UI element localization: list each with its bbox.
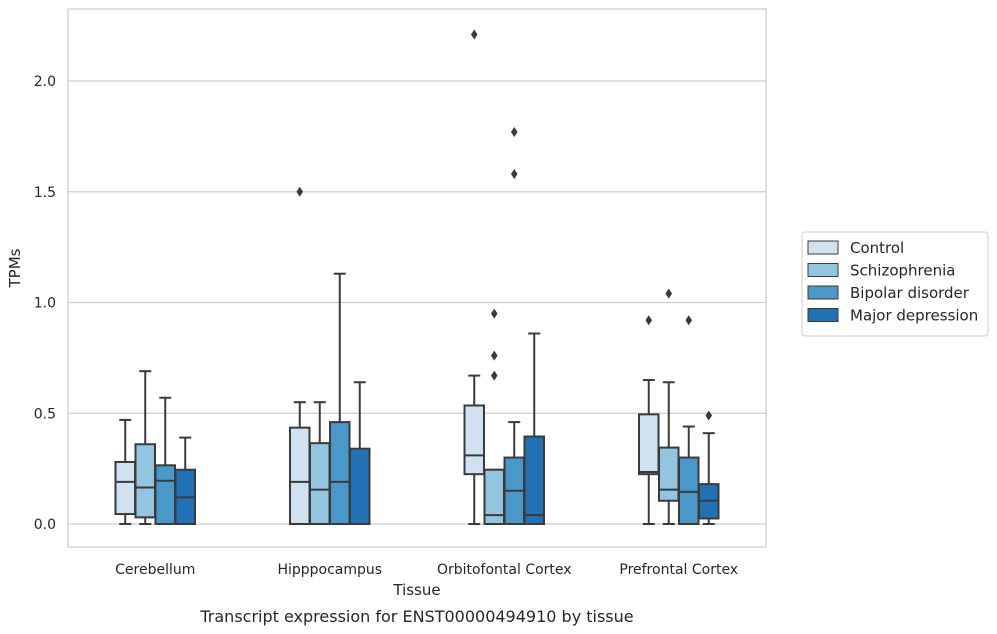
y-tick-label: 0.5 <box>34 406 56 422</box>
legend-label: Schizophrenia <box>850 262 955 280</box>
box-groups <box>114 29 720 526</box>
box <box>289 426 311 525</box>
box <box>523 435 545 526</box>
x-tick-label: Prefrontal Cortex <box>619 562 738 578</box>
outlier-point <box>470 29 478 40</box>
outlier-point <box>685 315 693 326</box>
x-tick-label: Orbitofontal Cortex <box>437 562 572 578</box>
legend-label: Major depression <box>850 307 978 325</box>
box-group <box>289 186 371 525</box>
box <box>114 460 136 516</box>
outlier-point <box>510 169 518 180</box>
box <box>658 446 680 502</box>
legend-swatch <box>807 240 839 255</box>
legend-label: Bipolar disorder <box>850 284 970 302</box>
y-tick-label: 1.5 <box>34 185 56 201</box>
legend: Control Schizophrenia Bipolar disorder Majo… <box>801 231 989 337</box>
box <box>134 443 156 519</box>
box <box>349 447 371 525</box>
outlier-point <box>665 288 673 299</box>
outlier-point <box>490 370 498 381</box>
box <box>329 421 351 525</box>
x-tick-label: Hipppocampus <box>277 562 382 578</box>
legend-item: Schizophrenia <box>807 262 955 280</box>
plot-frame <box>67 8 767 548</box>
legend-label: Control <box>850 239 904 257</box>
chart-caption: Transcript expression for ENST0000049491… <box>199 607 633 626</box>
legend-swatch <box>807 308 839 322</box>
y-tick-label: 0.0 <box>34 517 56 533</box>
legend-item: Major depression <box>807 307 978 325</box>
x-axis-label: Tissue <box>392 581 440 599</box>
outlier-point <box>296 186 304 197</box>
legend-swatch <box>807 285 839 300</box>
box-group <box>463 29 545 526</box>
box <box>463 404 485 476</box>
box-group <box>114 370 196 526</box>
outlier-point <box>510 126 518 137</box>
box <box>678 456 700 525</box>
x-tick-label: Cerebellum <box>115 562 195 578</box>
box-group <box>638 288 720 525</box>
outlier-point <box>490 350 498 361</box>
x-tick-labels: Cerebellum Hipppocampus Orbitofontal Corte… <box>115 562 738 578</box>
y-axis-label: TPMs <box>6 248 24 288</box>
y-tick-label: 1.0 <box>34 296 56 312</box>
y-tick-label: 2.0 <box>34 74 56 90</box>
legend-frame <box>801 231 989 337</box>
box <box>638 413 660 476</box>
legend-swatch <box>807 263 839 277</box>
y-tick-labels: 0.0 0.5 1.0 1.5 2.0 <box>34 74 56 533</box>
legend-items: Control Schizophrenia Bipolar disorder Majo… <box>807 239 978 325</box>
legend-item: Control <box>807 239 904 257</box>
outlier-point <box>490 308 498 319</box>
outlier-point <box>645 315 653 326</box>
box <box>309 442 331 525</box>
box <box>154 464 176 525</box>
outlier-point <box>705 410 713 421</box>
legend-item: Bipolar disorder <box>807 284 970 302</box>
